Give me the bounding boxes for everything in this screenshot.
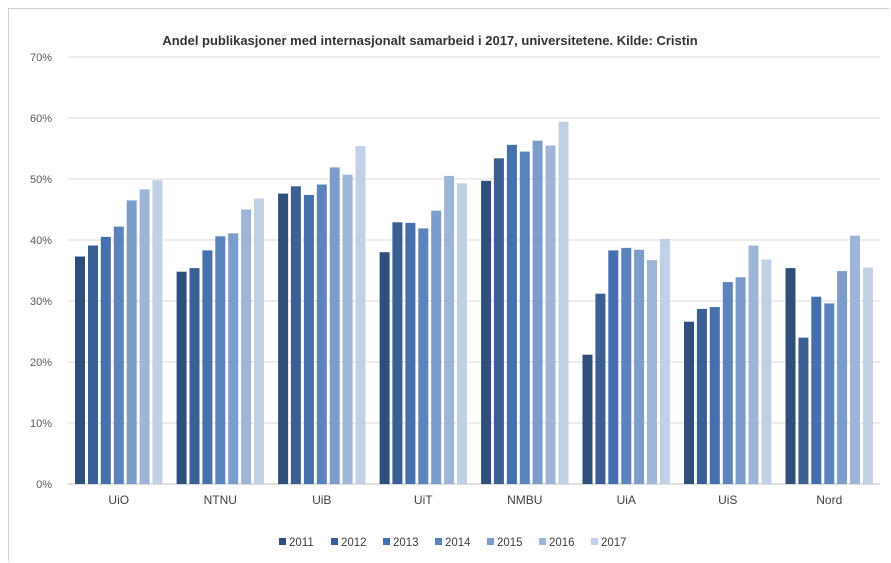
- chart-title: Andel publikasjoner med internasjonalt s…: [162, 33, 697, 48]
- bar-uio-2014: [113, 226, 124, 484]
- legend-label: 2015: [497, 537, 523, 549]
- bar-uia-2017: [659, 238, 670, 484]
- bar-uio-2013: [100, 236, 111, 484]
- bar-uio-2017: [152, 180, 163, 484]
- bar-uio-2016: [139, 189, 150, 484]
- bar-uis-2017: [761, 259, 772, 484]
- bar-ntnu-2017: [254, 198, 264, 484]
- bar-uia-2012: [595, 293, 606, 484]
- y-tick-label: 40%: [30, 235, 52, 247]
- y-tick-label: 70%: [30, 52, 52, 64]
- bar-nmbu-2014: [519, 151, 530, 484]
- bars: [75, 121, 873, 485]
- bar-uib-2013: [303, 194, 314, 484]
- bar-uit-2014: [418, 228, 429, 484]
- bar-nmbu-2017: [558, 121, 569, 484]
- legend-swatch: [591, 538, 598, 545]
- bar-nmbu-2012: [493, 158, 504, 485]
- bar-ntnu-2014: [215, 236, 226, 484]
- bar-uit-2012: [392, 222, 403, 485]
- bar-nord-2016: [850, 235, 860, 484]
- y-tick-label: 10%: [30, 418, 52, 430]
- bar-uib-2015: [329, 167, 340, 484]
- bar-uit-2011: [379, 252, 390, 484]
- legend-label: 2011: [289, 537, 314, 549]
- y-tick-label: 60%: [30, 113, 52, 125]
- legend-swatch: [487, 538, 494, 545]
- bar-ntnu-2015: [228, 233, 239, 484]
- bar-nmbu-2015: [532, 140, 543, 484]
- x-category-label: UiO: [108, 493, 129, 507]
- legend-label: 2013: [393, 537, 419, 549]
- x-category-label: NTNU: [204, 493, 237, 507]
- legend-label: 2014: [445, 537, 471, 549]
- bar-nord-2012: [798, 337, 809, 484]
- bar-uis-2013: [709, 307, 720, 484]
- bar-ntnu-2011: [176, 271, 187, 484]
- bar-uib-2014: [316, 184, 327, 484]
- bar-uia-2013: [608, 250, 619, 484]
- x-axis-categories: UiO NTNU UiB UiT NMBU UiA UiS Nord: [108, 493, 842, 507]
- bar-uib-2017: [355, 146, 366, 484]
- legend-label: 2017: [601, 537, 627, 549]
- legend-swatch: [539, 538, 546, 545]
- legend-swatch: [331, 538, 338, 545]
- bar-uio-2015: [126, 200, 137, 484]
- x-category-label: UiS: [718, 493, 737, 507]
- y-tick-label: 30%: [30, 296, 52, 308]
- bar-uib-2016: [342, 174, 353, 484]
- bar-uit-2016: [444, 175, 455, 484]
- x-category-label: Nord: [816, 493, 842, 507]
- bar-uis-2012: [696, 308, 707, 484]
- legend: 2011 2012 2013 2014 2015 2016 2017: [279, 537, 627, 549]
- chart-frame: [8, 8, 889, 561]
- x-category-label: UiB: [312, 493, 331, 507]
- bar-uio-2012: [88, 245, 98, 484]
- bar-uia-2016: [647, 260, 657, 484]
- legend-label: 2012: [341, 537, 367, 549]
- bar-uia-2015: [634, 249, 645, 484]
- bar-uit-2017: [457, 183, 467, 485]
- x-category-label: NMBU: [507, 493, 542, 507]
- bar-ntnu-2012: [189, 268, 200, 484]
- y-tick-label: 20%: [30, 357, 52, 369]
- bar-uio-2011: [75, 256, 85, 484]
- bar-nord-2015: [837, 271, 848, 484]
- y-tick-label: 0%: [36, 479, 52, 491]
- bar-nord-2017: [862, 267, 873, 484]
- bar-nord-2014: [824, 303, 835, 484]
- bar-uia-2014: [621, 247, 632, 484]
- legend-swatch: [383, 538, 390, 545]
- bar-uis-2011: [684, 321, 694, 484]
- bar-nmbu-2011: [481, 180, 492, 485]
- bar-nord-2013: [811, 296, 822, 484]
- bar-uis-2015: [735, 277, 746, 484]
- bar-nord-2011: [785, 268, 796, 484]
- bar-uit-2013: [405, 222, 416, 484]
- legend-swatch: [279, 538, 286, 545]
- bar-uis-2016: [748, 245, 759, 484]
- legend-label: 2016: [549, 537, 575, 549]
- bar-nmbu-2016: [545, 145, 556, 484]
- legend-swatch: [435, 538, 442, 545]
- bar-uit-2015: [431, 210, 442, 484]
- x-category-label: UiT: [414, 493, 433, 507]
- bar-ntnu-2013: [202, 250, 213, 484]
- y-tick-label: 50%: [30, 174, 52, 186]
- bar-nmbu-2013: [506, 144, 517, 485]
- bar-uib-2011: [278, 193, 289, 484]
- bar-uia-2011: [582, 354, 593, 484]
- y-axis-ticks: 0% 10% 20% 30% 40% 50% 60% 70%: [30, 52, 52, 491]
- x-category-label: UiA: [617, 493, 636, 507]
- bar-uib-2012: [290, 186, 301, 485]
- bar-uis-2014: [722, 282, 733, 484]
- bar-ntnu-2016: [241, 209, 252, 484]
